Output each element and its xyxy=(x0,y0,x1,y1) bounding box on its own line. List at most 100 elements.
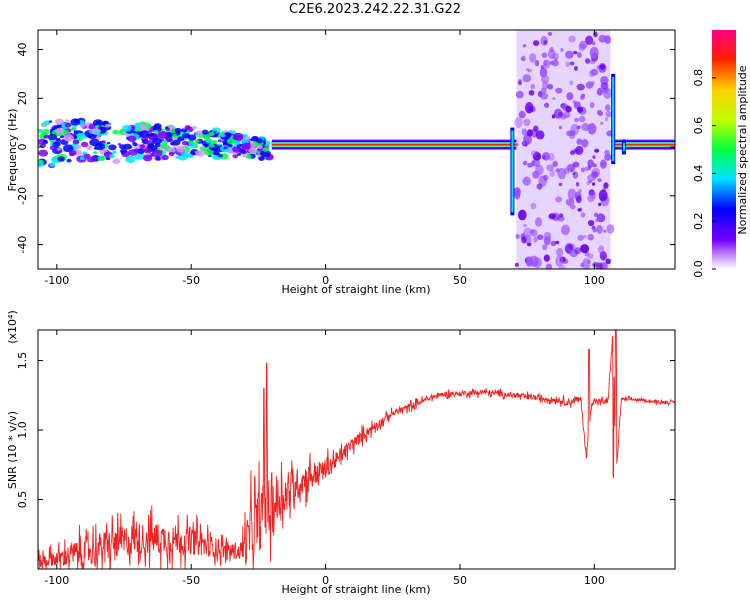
noise-blob xyxy=(536,234,544,241)
noise-blob xyxy=(596,224,603,234)
noise-blob xyxy=(581,139,589,148)
noise-blob xyxy=(575,195,582,204)
spectral-streak-core xyxy=(622,142,625,152)
noise-blob xyxy=(532,40,540,47)
noise-blob xyxy=(526,129,533,137)
spectral-blob xyxy=(93,151,98,154)
spectral-blob xyxy=(177,136,185,142)
spectral-blob xyxy=(186,154,191,158)
spectral-blob xyxy=(132,142,138,147)
noise-blob xyxy=(600,162,605,167)
spectrogram-panel: -100 -50 0 50 100 -40 -20 0 20 40 Height of strai… xyxy=(6,29,676,296)
spectrogram-y-tick-label: 0 xyxy=(16,144,29,151)
noise-blob xyxy=(542,59,551,69)
spectral-blob xyxy=(258,156,265,161)
noise-blob xyxy=(539,92,549,100)
noise-blob xyxy=(558,125,562,130)
snr-y-tick-label: 1.0 xyxy=(16,421,29,439)
spectral-blob xyxy=(43,134,49,139)
spectral-blob xyxy=(180,128,187,133)
spectral-blob xyxy=(143,147,152,154)
noise-blob xyxy=(594,148,600,153)
noise-blob xyxy=(600,82,609,90)
noise-blob xyxy=(533,125,539,132)
spectral-blob xyxy=(103,152,109,156)
noise-blob xyxy=(581,123,590,132)
snr-plot-area xyxy=(38,330,675,569)
spectral-blob xyxy=(139,130,150,138)
noise-blob xyxy=(587,220,595,227)
noise-blob xyxy=(569,134,575,139)
noise-blob xyxy=(573,50,578,55)
noise-blob xyxy=(579,40,588,50)
noise-blob xyxy=(534,151,539,157)
snr-series-line xyxy=(38,330,675,569)
spectral-blob xyxy=(92,119,104,127)
noise-blob xyxy=(521,55,526,62)
noise-blob xyxy=(578,115,586,123)
spectral-blob xyxy=(201,129,209,135)
spectral-blob xyxy=(42,123,47,127)
spectral-blob xyxy=(144,135,149,139)
noise-blob xyxy=(577,208,582,212)
spectral-blob xyxy=(125,155,136,164)
spectral-blob xyxy=(112,158,121,165)
snr-frame xyxy=(37,329,676,570)
colorbar-ticks: 0.0 0.2 0.4 0.6 0.8 xyxy=(692,69,716,278)
noise-blob xyxy=(580,167,585,173)
spectrogram-marks xyxy=(38,30,675,269)
noise-blob xyxy=(552,160,558,168)
noise-blob xyxy=(604,149,610,156)
noise-blob xyxy=(566,130,572,137)
spectral-blob xyxy=(43,139,48,143)
noise-blob xyxy=(592,227,597,233)
noise-blob xyxy=(603,87,612,99)
noise-blob xyxy=(589,46,599,59)
noise-blob xyxy=(522,44,527,48)
noise-blob xyxy=(572,161,580,168)
noise-blob xyxy=(605,111,613,118)
noise-blob xyxy=(555,196,563,203)
noise-blob xyxy=(518,110,526,119)
spectral-blob xyxy=(192,125,197,130)
noise-blob xyxy=(575,181,580,187)
noise-blob xyxy=(547,49,556,60)
snr-y-tick-label: 1.5 xyxy=(16,352,29,370)
noise-blob xyxy=(518,78,523,82)
noise-blob xyxy=(547,31,553,37)
noise-blob xyxy=(604,104,611,112)
spectral-blob xyxy=(232,154,239,159)
snr-ticks: -100 -50 0 50 100 0.5 1.0 1.5 xyxy=(16,330,675,587)
noise-blob xyxy=(558,213,564,218)
noise-blob xyxy=(555,87,563,94)
spectral-blob xyxy=(66,158,72,163)
noise-blob xyxy=(566,92,574,101)
noise-blob xyxy=(523,223,527,228)
noise-blob xyxy=(522,160,528,166)
spectral-blob xyxy=(56,147,62,151)
noise-blob xyxy=(555,240,560,245)
noise-blob xyxy=(524,139,531,146)
spectrogram-y-tick-label: -40 xyxy=(16,236,29,254)
noise-blob xyxy=(563,111,571,119)
noise-blob xyxy=(592,155,596,159)
noise-blob xyxy=(520,57,524,61)
spectral-blob xyxy=(142,154,153,162)
noise-blob xyxy=(530,160,535,166)
noise-blob xyxy=(542,244,548,251)
noise-blob xyxy=(582,258,591,269)
spectral-blob xyxy=(71,126,77,131)
noise-blob xyxy=(531,158,541,167)
noise-blob xyxy=(540,64,545,70)
noise-blob xyxy=(588,70,595,78)
noise-blob xyxy=(580,244,590,254)
noise-blob xyxy=(605,258,611,265)
noise-blob xyxy=(587,233,594,241)
noise-blob xyxy=(541,154,546,160)
noise-blob xyxy=(555,255,564,267)
spectral-blob xyxy=(89,138,100,147)
noise-blob xyxy=(563,167,571,175)
spectral-blob xyxy=(122,124,132,132)
noise-blob xyxy=(534,217,543,227)
spectral-blob xyxy=(184,125,191,130)
